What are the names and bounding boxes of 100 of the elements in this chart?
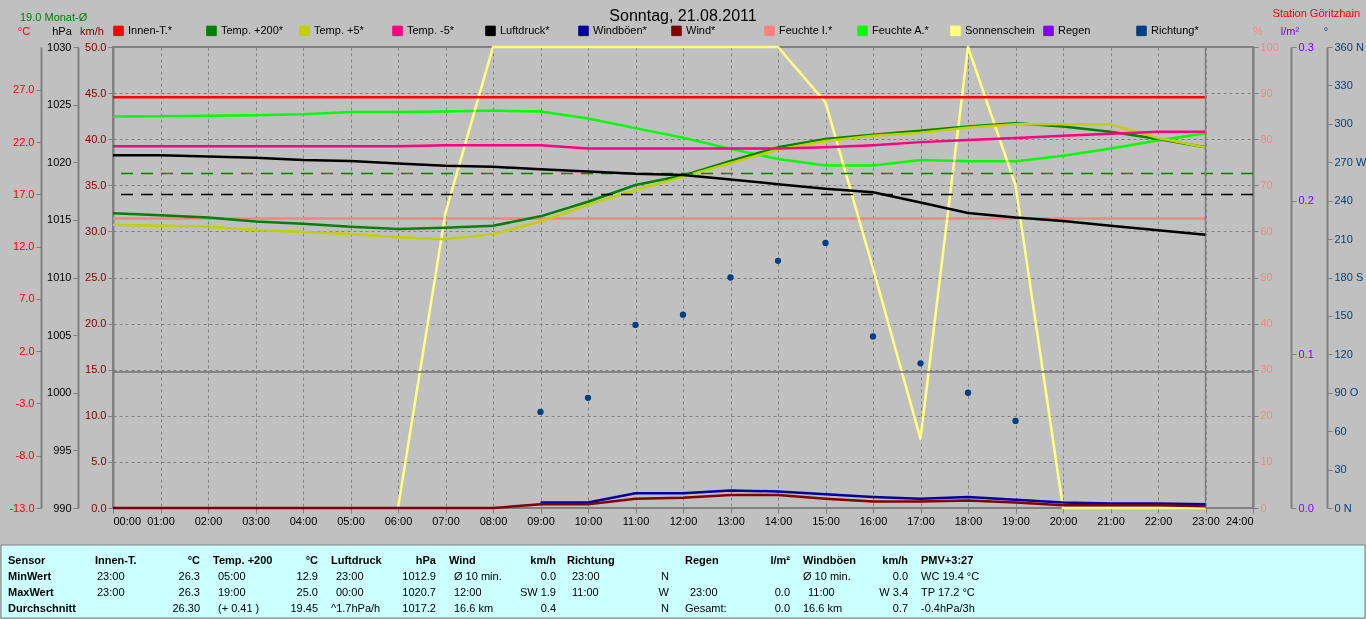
legend-label: Feuchte A.* bbox=[872, 23, 930, 36]
y2-tick-label: 1000 bbox=[47, 386, 72, 399]
legend-label: Sonnenschein bbox=[965, 23, 1035, 36]
y-tick-label: -8.0 bbox=[15, 449, 35, 462]
ref-line-label: 19.0 Monat-Ø bbox=[20, 11, 88, 23]
y3-tick-label: 30.0 bbox=[85, 224, 107, 237]
y-tick-label: 12.0 bbox=[13, 240, 35, 253]
text: Station Göritzhain bbox=[1272, 7, 1360, 19]
y2-tick-label: 1030 bbox=[47, 40, 72, 53]
y-tick-label: 30 bbox=[1260, 363, 1273, 376]
y2-tick-label: 1020 bbox=[47, 155, 72, 168]
y2-tick-label: 1010 bbox=[47, 271, 72, 283]
text: Ø 10 min. bbox=[803, 570, 851, 582]
y-tick-label: 100 bbox=[1260, 40, 1279, 53]
y2-tick-label: 0.1 bbox=[1298, 347, 1314, 360]
text: 23:00 bbox=[690, 586, 718, 598]
text: Windböen bbox=[803, 554, 857, 566]
text: W bbox=[658, 586, 670, 598]
x-tick-label: 02:00 bbox=[194, 514, 223, 527]
y2-axis-title: l/m² bbox=[1280, 25, 1300, 37]
point bbox=[679, 311, 687, 318]
text: km/h bbox=[882, 554, 909, 566]
text: WC 19.4 °C bbox=[921, 570, 980, 582]
y-tick-label: 70 bbox=[1260, 178, 1273, 191]
x-tick-label: 13:00 bbox=[717, 514, 745, 527]
text: °C bbox=[305, 554, 319, 566]
y2-tick-label: 0.3 bbox=[1298, 40, 1314, 53]
y-tick-label: 17.0 bbox=[13, 187, 35, 200]
y-tick-label: 60 bbox=[1260, 224, 1273, 237]
y3-tick-label: 330 bbox=[1334, 78, 1353, 91]
text: 0.7 bbox=[892, 602, 908, 614]
y3-tick-label: 30 bbox=[1334, 463, 1347, 476]
text: W 3.4 bbox=[879, 586, 908, 598]
legend-label: Temp. +5* bbox=[314, 23, 365, 36]
y3-tick-label: 25.0 bbox=[85, 271, 107, 283]
y-tick-label: 27.0 bbox=[13, 83, 35, 96]
point bbox=[632, 321, 639, 329]
text: 26.30 bbox=[172, 602, 200, 614]
y3-tick-label: 210 bbox=[1334, 232, 1353, 245]
text: 12:00 bbox=[454, 586, 482, 598]
text: Sensor bbox=[8, 554, 47, 566]
text: hPa bbox=[415, 554, 437, 566]
line-series bbox=[111, 109, 1207, 167]
text: 0.0 bbox=[892, 570, 908, 582]
legend-label: Temp. -5* bbox=[407, 23, 455, 36]
x-tick-label: 15:00 bbox=[812, 514, 840, 527]
y3-tick-label: 180 S bbox=[1334, 271, 1364, 283]
y3-tick-label: 60 bbox=[1334, 424, 1347, 437]
y2-tick-label: 1015 bbox=[47, 213, 72, 226]
y3-tick-label: 270 W bbox=[1334, 155, 1366, 168]
text: 11:00 bbox=[572, 586, 599, 598]
text: N bbox=[661, 570, 670, 582]
legend-label: Innen-T.* bbox=[128, 23, 173, 36]
y-tick-label: 80 bbox=[1260, 132, 1273, 145]
x-tick-label: 19:00 bbox=[1002, 514, 1030, 527]
y-tick-label: -13.0 bbox=[9, 501, 35, 514]
text: 05:00 bbox=[218, 570, 246, 582]
text: N bbox=[661, 602, 670, 614]
y3-tick-label: 300 bbox=[1334, 117, 1353, 130]
y3-tick-label: 120 bbox=[1334, 347, 1353, 360]
text: Ø 10 min. bbox=[454, 570, 502, 582]
text: 0.0 bbox=[540, 570, 556, 582]
text: Gesamt: bbox=[685, 602, 727, 614]
text: l/m² bbox=[770, 554, 791, 566]
text: Innen-T. bbox=[95, 554, 137, 566]
y-tick-label: 90 bbox=[1260, 86, 1273, 99]
text: 26.3 bbox=[178, 570, 200, 582]
text: 23:00 bbox=[572, 570, 600, 582]
y2-tick-label: 990 bbox=[53, 501, 72, 514]
text: 0.0 bbox=[774, 602, 790, 614]
x-tick-label: 24:00 bbox=[1225, 514, 1254, 527]
y3-tick-label: 20.0 bbox=[85, 317, 107, 330]
y-axis-title: % bbox=[1253, 25, 1264, 37]
text: 16.6 km bbox=[803, 602, 843, 614]
text: Luftdruck bbox=[331, 554, 383, 566]
line-series bbox=[539, 489, 1207, 506]
y-tick-label: 10 bbox=[1260, 455, 1273, 468]
text: 23:00 bbox=[336, 570, 364, 582]
y3-tick-label: 50.0 bbox=[85, 40, 107, 53]
text: MaxWert bbox=[8, 586, 54, 598]
text: km/h bbox=[530, 554, 557, 566]
x-tick-label: 05:00 bbox=[337, 514, 365, 527]
x-tick-label: 09:00 bbox=[527, 514, 555, 527]
legend-label: Temp. +200* bbox=[221, 23, 284, 36]
x-tick-label: 01:00 bbox=[147, 514, 175, 527]
x-tick-label: 20:00 bbox=[1049, 514, 1078, 527]
y3-tick-label: 150 bbox=[1334, 309, 1353, 322]
text: PMV+3:27 bbox=[921, 554, 974, 566]
point bbox=[869, 333, 877, 340]
text: Regen bbox=[685, 554, 719, 566]
text: 11:00 bbox=[808, 586, 835, 598]
x-tick-label: 12:00 bbox=[669, 514, 698, 527]
x-tick-label: 18:00 bbox=[954, 514, 983, 527]
y3-tick-label: 0 N bbox=[1334, 501, 1352, 514]
y3-tick-label: 90 O bbox=[1334, 386, 1359, 399]
x-tick-label: 23:00 bbox=[1192, 514, 1220, 527]
y2-tick-label: 0.0 bbox=[1298, 501, 1314, 514]
y-tick-label: 2.0 bbox=[19, 344, 35, 357]
point bbox=[917, 360, 924, 367]
legend-label: Windböen* bbox=[593, 23, 648, 36]
